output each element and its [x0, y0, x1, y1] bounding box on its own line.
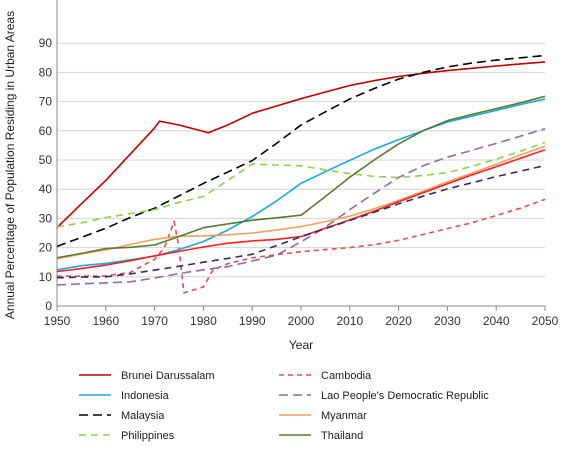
legend: Brunei Darussalam Cambodia Indonesia Lao Pe… [79, 370, 489, 442]
x-tick-label: 2040 [483, 314, 510, 328]
legend-label: Indonesia [121, 390, 170, 402]
series-line-1 [57, 198, 546, 294]
legend-item: Thailand [279, 430, 363, 442]
legend-item: Malaysia [79, 410, 165, 422]
x-tick-label: 1960 [92, 314, 119, 328]
y-tick-label: 90 [39, 36, 53, 50]
y-axis-title: Annual Percentage of Population Residing… [3, 11, 17, 319]
x-tick-label: 1950 [44, 314, 71, 328]
y-tick-label: 60 [39, 124, 53, 138]
y-tick-label: 50 [39, 153, 53, 167]
legend-label: Lao People's Democratic Republic [321, 390, 489, 402]
x-tick-label: 2050 [532, 314, 559, 328]
axes [56, 0, 545, 307]
y-axis-ticks: 0 10 20 30 40 50 60 70 80 90 [39, 36, 53, 313]
x-axis-title: Year [289, 338, 313, 352]
y-tick-label: 70 [39, 95, 53, 109]
legend-item: Brunei Darussalam [79, 370, 215, 382]
legend-item: Indonesia [79, 390, 170, 402]
series-line-6 [56, 141, 546, 228]
series-line-8 [56, 149, 546, 273]
legend-label: Philippines [121, 430, 175, 442]
series-line-5 [56, 145, 546, 260]
series-line-0 [56, 61, 546, 229]
x-tick-label: 2000 [288, 314, 315, 328]
x-tick-label: 1970 [141, 314, 168, 328]
legend-item: Cambodia [279, 370, 372, 382]
series-line-3 [56, 128, 546, 286]
x-tick-label: 2020 [385, 314, 412, 328]
y-tick-label: 0 [45, 299, 52, 313]
series-line-7 [56, 95, 546, 259]
y-tick-label: 80 [39, 65, 53, 79]
series-line-4 [56, 54, 546, 248]
legend-item: Lao People's Democratic Republic [279, 390, 489, 402]
y-tick-label: 40 [39, 182, 53, 196]
legend-label: Thailand [321, 430, 363, 442]
x-tick-label: 1980 [190, 314, 217, 328]
series-lines [56, 54, 546, 294]
y-tick-label: 20 [39, 241, 53, 255]
legend-label: Brunei Darussalam [121, 370, 215, 382]
legend-label: Malaysia [121, 410, 165, 422]
legend-label: Cambodia [321, 370, 372, 382]
legend-item: Myanmar [279, 410, 367, 422]
x-axis-ticks: 1950 1960 1970 1980 1990 2000 2010 2020 2030 2040… [44, 306, 559, 328]
gridlines [57, 42, 545, 278]
legend-label: Myanmar [321, 410, 367, 422]
legend-item: Philippines [79, 430, 175, 442]
y-tick-label: 30 [39, 211, 53, 225]
x-tick-label: 2030 [434, 314, 461, 328]
x-tick-label: 2010 [336, 314, 363, 328]
x-tick-label: 1990 [239, 314, 266, 328]
y-tick-label: 10 [39, 270, 53, 284]
